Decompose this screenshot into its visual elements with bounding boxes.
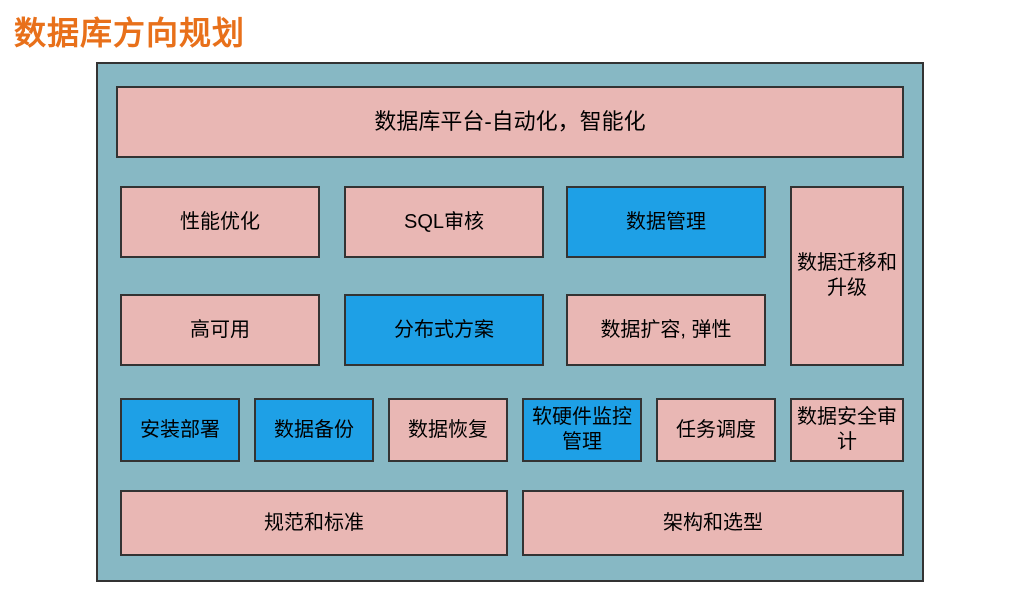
block-migration: 数据迁移和升级 (790, 186, 904, 366)
block-platform: 数据库平台-自动化，智能化 (116, 86, 904, 158)
block-monitor: 软硬件监控管理 (522, 398, 642, 462)
block-data-mgmt: 数据管理 (566, 186, 766, 258)
block-backup: 数据备份 (254, 398, 374, 462)
block-restore: 数据恢复 (388, 398, 508, 462)
block-install: 安装部署 (120, 398, 240, 462)
block-ha: 高可用 (120, 294, 320, 366)
block-distributed: 分布式方案 (344, 294, 544, 366)
block-scaling: 数据扩容, 弹性 (566, 294, 766, 366)
block-sql-audit: SQL审核 (344, 186, 544, 258)
page-title: 数据库方向规划 (0, 0, 1018, 54)
block-arch: 架构和选型 (522, 490, 904, 556)
block-perf-opt: 性能优化 (120, 186, 320, 258)
block-schedule: 任务调度 (656, 398, 776, 462)
block-standards: 规范和标准 (120, 490, 508, 556)
block-audit: 数据安全审计 (790, 398, 904, 462)
